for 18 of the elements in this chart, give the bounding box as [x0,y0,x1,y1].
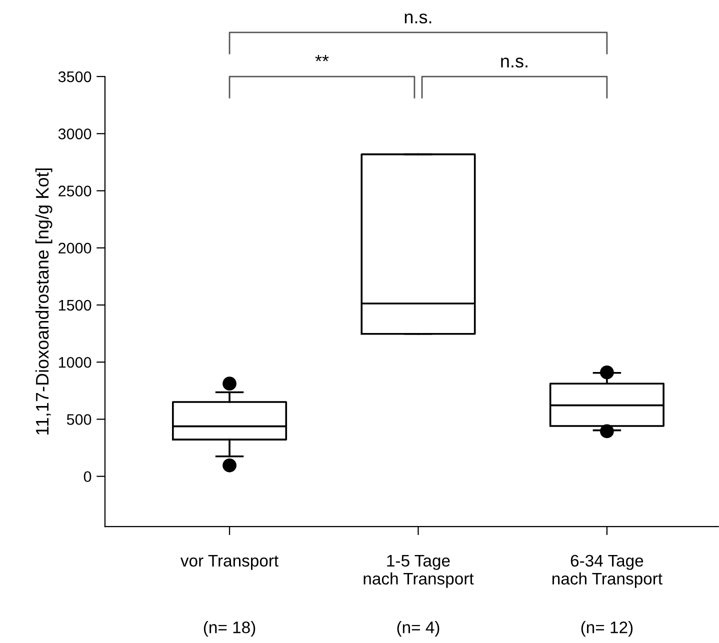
y-tick-label: 2000 [58,242,92,254]
text: (n= 12) [581,621,633,637]
y-tick-label: 500 [66,414,92,425]
y-tick-label: 1500 [58,300,92,311]
text: (n= 4) [397,621,440,637]
y-tick-label: 3500 [58,71,92,82]
y-tick-label: 0 [84,471,92,482]
text: n.s. [404,14,432,24]
x-tick-label: 6-34 Tage nach Transport [552,554,662,588]
y-axis-title: 11,17-Dioxoandrostane [ng/g Kot] [35,168,52,435]
y-tick-label: 3000 [58,128,92,140]
x-tick-label: 1-5 Tage nach Transport [364,555,474,588]
y-tick-label: 1000 [58,356,92,368]
text: ** [315,54,329,62]
x-tick-label: vor Transport [180,555,278,570]
y-tick-label: 2500 [58,186,92,196]
text: (n= 18) [204,621,256,637]
text: n.s. [501,58,528,68]
